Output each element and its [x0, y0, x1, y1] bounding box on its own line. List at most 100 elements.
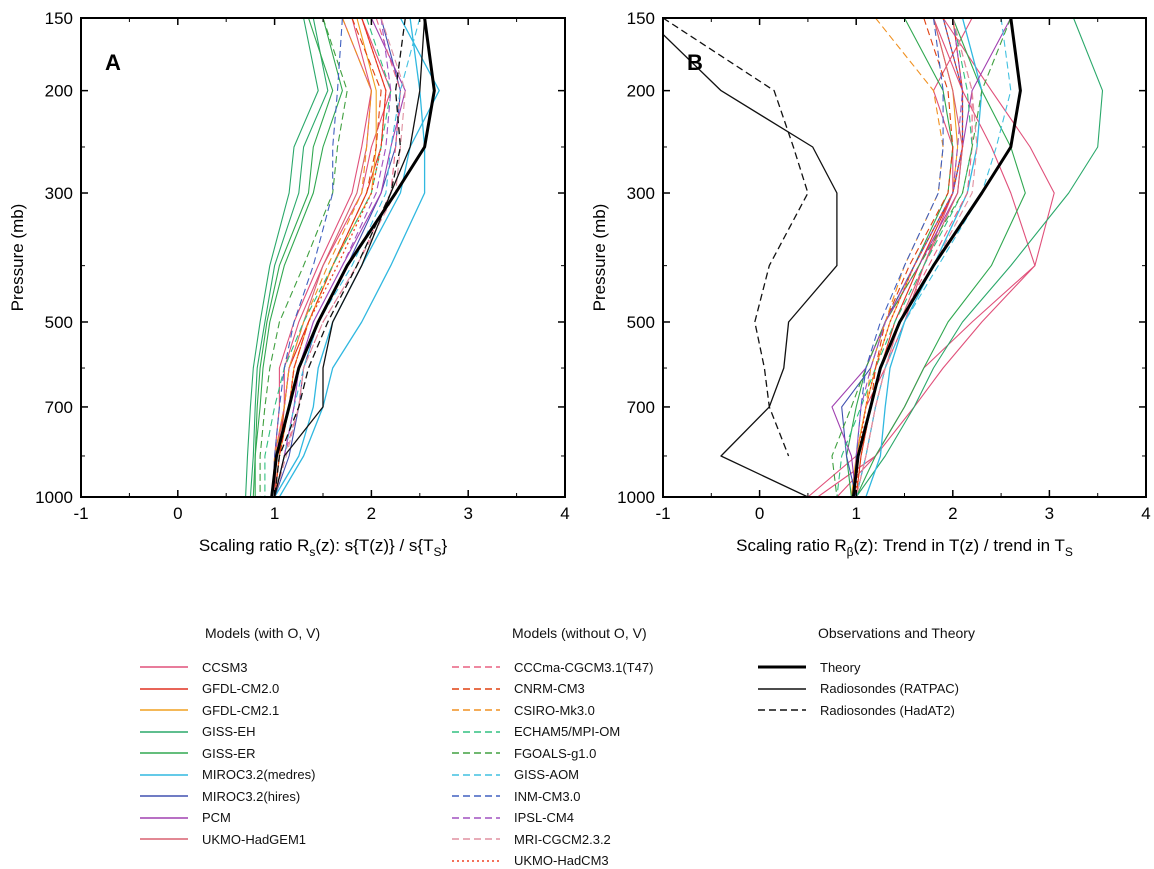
y-tick-label: 150 — [627, 9, 655, 28]
legend-item: FGOALS-g1.0 — [452, 745, 596, 761]
y-tick-label: 1000 — [35, 488, 73, 507]
series-line — [855, 18, 964, 497]
legend-item: GISS-AOM — [452, 767, 579, 783]
panel-letter: B — [687, 50, 703, 75]
y-tick-label: 500 — [627, 313, 655, 332]
y-tick-label: 700 — [627, 398, 655, 417]
legend-item-label: GISS-EH — [202, 724, 256, 739]
series-line — [273, 18, 426, 497]
legend-item-label: GFDL-CM2.0 — [202, 681, 280, 696]
legend-group-title: Models (without O, V) — [512, 625, 647, 641]
x-axis-label: Scaling ratio Rs(z): s{T(z)} / s{TS} — [199, 536, 448, 559]
series-line — [274, 18, 372, 497]
legend-item-label: FGOALS-g1.0 — [514, 745, 597, 761]
legend-line-sample — [452, 666, 500, 668]
series-line — [663, 33, 838, 497]
x-tick-label: 4 — [560, 504, 569, 523]
legend-line-sample — [452, 687, 500, 690]
plot-frame — [80, 17, 566, 498]
legend-line-sample — [140, 687, 188, 690]
legend-line-sample — [452, 752, 500, 754]
legend-item-label: UKMO-HadGEM1 — [202, 831, 307, 847]
series-line — [855, 18, 1026, 497]
legend-item: CCSM3 — [140, 659, 248, 675]
legend-item-label: CCSM3 — [202, 659, 248, 675]
legend-item-label: GFDL-CM2.1 — [202, 702, 280, 718]
legend-item-label: CNRM-CM3 — [514, 681, 585, 696]
legend-line-sample — [452, 795, 500, 797]
series-line — [252, 18, 334, 497]
series-line — [865, 18, 983, 497]
series-line — [264, 18, 392, 497]
legend-line-sample — [452, 730, 500, 733]
x-tick-label: 3 — [1045, 504, 1054, 523]
series-line — [249, 18, 329, 497]
legend-item-label: GISS-AOM — [514, 767, 580, 782]
x-tick-label: 0 — [173, 504, 182, 523]
legend-item: Theory — [758, 659, 860, 675]
legend-item: MIROC3.2(medres) — [140, 767, 315, 783]
figure-canvas: -1 0 1 2 3 4 150 200 300 500 700 1000 A Pressure (mb)… — [8, 9, 1151, 559]
y-tick-label: 700 — [45, 398, 73, 417]
legend-line-sample — [140, 730, 188, 733]
legend-line-sample — [140, 709, 188, 711]
legend-item: ECHAM5/MPI-OM — [452, 724, 620, 740]
x-tick-label: 1 — [270, 504, 279, 523]
legend-line-sample — [140, 838, 188, 840]
y-tick-label: 300 — [45, 184, 73, 203]
x-tick-label: 1 — [851, 504, 860, 523]
legend-line-sample — [758, 665, 806, 669]
x-tick-label: 2 — [948, 504, 957, 523]
series-line — [855, 18, 1012, 497]
y-tick-label: 500 — [45, 313, 73, 332]
y-tick-label: 200 — [45, 82, 73, 101]
legend-item-label: ECHAM5/MPI-OM — [514, 724, 621, 739]
series-line — [836, 18, 973, 497]
legend-item: IPSL-CM4 — [452, 810, 574, 826]
x-tick-label: -1 — [655, 504, 670, 523]
legend-line-sample — [452, 816, 500, 819]
series-group — [245, 18, 440, 497]
legend-line-sample — [758, 709, 806, 711]
legend-item-label: INM-CM3.0 — [514, 788, 581, 804]
y-tick-label: 150 — [45, 9, 73, 28]
legend-item: PCM — [140, 810, 231, 826]
y-tick-label: 200 — [627, 82, 655, 101]
legend-item: CNRM-CM3 — [452, 681, 585, 697]
legend-item: Radiosondes (RATPAC) — [758, 681, 959, 697]
plot-frame — [662, 17, 1147, 498]
panel-b: -1 0 1 2 3 4 150 200 300 500 700 1000 B Pressure (mb)… — [590, 9, 1151, 559]
legend-line-sample — [452, 859, 500, 862]
legend-line-sample — [140, 666, 188, 668]
x-tick-label: 3 — [463, 504, 472, 523]
x-tick-label: 0 — [755, 504, 764, 523]
legend-item: CCCma-CGCM3.1(T47) — [452, 659, 653, 675]
series-line — [272, 18, 372, 497]
legend-line-sample — [452, 709, 500, 711]
legend-group-title: Observations and Theory — [818, 625, 975, 641]
y-tick-label: 1000 — [617, 488, 655, 507]
series-line — [274, 18, 421, 497]
legend-group-title: Models (with O, V) — [205, 625, 321, 641]
legend-item: GISS-EH — [140, 724, 255, 740]
legend-item: GFDL-CM2.0 — [140, 681, 279, 697]
series-line — [259, 18, 348, 497]
series-line — [807, 18, 973, 497]
series-line — [274, 18, 406, 497]
legend-item: MRI-CGCM2.3.2 — [452, 831, 611, 847]
series-line — [245, 18, 319, 497]
series-line — [278, 18, 426, 497]
series-line — [270, 18, 436, 497]
series-line — [817, 18, 1055, 497]
legend-item: GFDL-CM2.1 — [140, 702, 279, 718]
legend-line-sample — [452, 838, 500, 840]
legend-item-label: PCM — [202, 810, 231, 825]
x-tick-label: 2 — [367, 504, 376, 523]
series-line — [855, 18, 973, 497]
series-line — [855, 18, 978, 497]
legend-line-sample — [452, 773, 500, 776]
series-line — [272, 18, 343, 497]
legend-item-label: UKMO-HadCM3 — [514, 853, 609, 868]
series-line — [254, 18, 343, 497]
legend-item: Radiosondes (HadAT2) — [758, 702, 955, 718]
